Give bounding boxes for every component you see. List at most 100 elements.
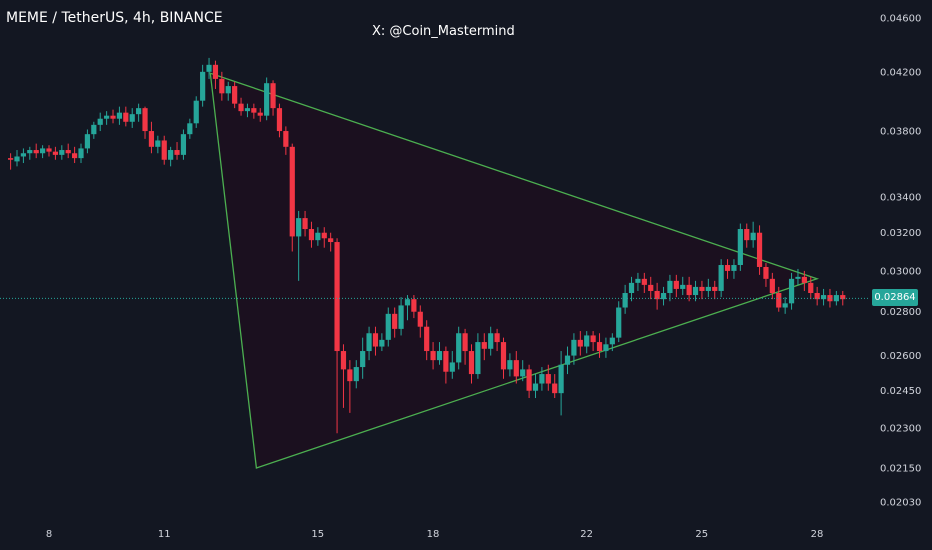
candle-body	[750, 232, 756, 241]
candle	[788, 272, 795, 310]
candle	[129, 108, 135, 128]
candle	[673, 274, 679, 298]
candle-body	[424, 326, 430, 352]
candle-body	[14, 156, 20, 162]
price-tick-label: 0.03800	[880, 127, 921, 138]
candle	[110, 109, 116, 124]
candle-body	[392, 313, 398, 329]
candle	[14, 150, 20, 167]
candle	[334, 238, 340, 434]
candle-body	[673, 280, 679, 289]
candle	[833, 290, 839, 306]
candle	[46, 145, 52, 157]
candle-body	[481, 342, 487, 349]
candle-body	[680, 284, 686, 289]
candle-body	[705, 286, 711, 291]
candle-body	[616, 307, 622, 338]
candle-body	[52, 151, 59, 155]
candle	[609, 333, 615, 352]
candle	[475, 333, 481, 379]
candle	[321, 227, 327, 248]
candle	[699, 280, 705, 300]
candle	[270, 80, 276, 116]
candle	[104, 111, 110, 125]
candle	[705, 278, 711, 298]
candle-body	[20, 153, 26, 157]
candle-body	[40, 148, 46, 154]
candle	[398, 297, 404, 336]
candle-body	[219, 78, 225, 94]
candle	[52, 146, 59, 160]
candle-body	[769, 278, 775, 294]
candle-body	[456, 333, 462, 363]
candle-body	[308, 229, 315, 241]
candle-body	[840, 295, 846, 300]
triangle-pattern	[209, 72, 820, 469]
candle-body	[257, 112, 263, 116]
candle	[206, 57, 212, 79]
candle-body	[654, 290, 660, 300]
candle	[78, 143, 84, 164]
candle-body	[731, 265, 737, 271]
candle	[219, 71, 225, 101]
candle-body	[161, 140, 167, 160]
candle	[628, 276, 635, 302]
candle	[417, 305, 423, 338]
candle	[91, 121, 97, 139]
candle	[97, 112, 103, 132]
candle-body	[187, 123, 193, 135]
candle	[571, 333, 577, 365]
candle	[168, 146, 174, 167]
candle-body	[33, 150, 39, 154]
triangle-outline	[209, 72, 820, 469]
candle	[174, 142, 180, 160]
candle-body	[283, 131, 289, 147]
candle-body	[398, 305, 404, 329]
candle-body	[372, 333, 379, 347]
candle-body	[8, 158, 14, 160]
candle-body	[596, 342, 603, 352]
candle	[136, 103, 142, 122]
candle-body	[206, 64, 212, 72]
candle	[494, 328, 500, 352]
candle	[776, 286, 782, 312]
candle	[718, 259, 724, 298]
candle	[148, 121, 155, 154]
candle-body	[289, 146, 295, 237]
candle-body	[513, 360, 519, 377]
candle	[244, 103, 251, 118]
candle	[411, 295, 417, 319]
candle	[648, 276, 654, 300]
candle-body	[264, 83, 270, 116]
candle	[552, 374, 558, 399]
candle-body	[776, 293, 782, 308]
candle	[660, 286, 667, 306]
candle	[161, 135, 167, 165]
candle	[449, 351, 455, 379]
candle	[462, 328, 468, 365]
price-tick-label: 0.02150	[880, 464, 921, 475]
candle-body	[148, 131, 155, 147]
candle	[795, 268, 801, 285]
candle-body	[72, 153, 78, 159]
candle	[641, 272, 647, 294]
candle	[276, 103, 283, 138]
candle-body	[360, 351, 366, 368]
candle	[686, 276, 692, 302]
candle	[283, 126, 289, 155]
candle-body	[59, 150, 65, 155]
candle-body	[526, 369, 532, 391]
candle	[500, 337, 507, 379]
candle-body	[328, 238, 334, 243]
candle	[827, 288, 833, 308]
time-tick-label: 22	[580, 529, 593, 540]
candle	[545, 364, 551, 391]
price-tick-label: 0.02030	[880, 498, 921, 509]
candle-body	[833, 295, 839, 302]
candle-body	[417, 311, 423, 327]
candle	[430, 342, 436, 370]
candle	[436, 342, 443, 365]
candle	[526, 364, 532, 399]
candle	[72, 146, 78, 164]
